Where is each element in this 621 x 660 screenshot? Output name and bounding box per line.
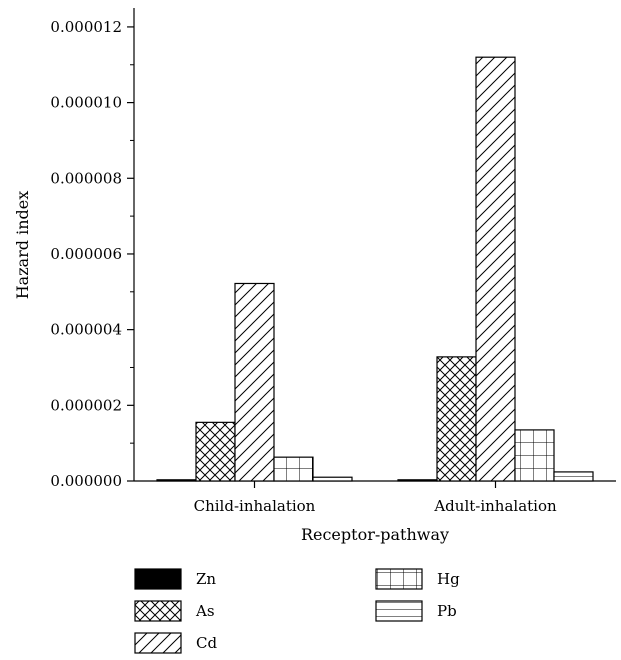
legend: Zn As Cd Hg Pb	[134, 568, 460, 654]
y-tick-label: 0.000004	[50, 321, 122, 339]
y-tick-label: 0.000008	[50, 169, 122, 187]
bar-zn	[397, 479, 438, 482]
bar-pb	[553, 471, 594, 482]
legend-label: Pb	[437, 602, 457, 620]
legend-item-zn: Zn	[134, 568, 216, 590]
legend-item-as: As	[134, 600, 215, 622]
y-ticks: 0.000000 0.000002 0.000004 0.000006 0.000008…	[50, 18, 134, 490]
bar-as	[195, 421, 236, 482]
legend-label: Hg	[437, 570, 460, 588]
y-axis-title: Hazard index	[13, 191, 32, 300]
legend-swatch	[134, 632, 182, 654]
legend-swatch	[134, 568, 182, 590]
bars	[156, 56, 594, 482]
bar-pb	[312, 476, 353, 482]
legend-swatch	[375, 600, 423, 622]
axes	[133, 8, 616, 482]
x-axis-title: Receptor-pathway	[301, 525, 449, 544]
legend-label: Zn	[196, 570, 216, 588]
legend-swatch	[134, 600, 182, 622]
bar-cd	[234, 282, 275, 482]
legend-swatch	[375, 568, 423, 590]
y-tick-label: 0.000012	[50, 18, 122, 36]
legend-item-cd: Cd	[134, 632, 217, 654]
legend-label: Cd	[196, 634, 217, 652]
bar-as	[436, 356, 477, 482]
x-ticks: Child-inhalation Adult-inhalation	[194, 481, 557, 515]
x-tick-label: Child-inhalation	[194, 497, 316, 515]
y-tick-label: 0.000010	[50, 94, 122, 112]
bar-hg	[514, 429, 555, 482]
bar-cd	[475, 56, 516, 482]
y-tick-label: 0.000002	[50, 396, 122, 414]
bar-zn	[156, 479, 197, 482]
legend-label: As	[195, 602, 215, 620]
legend-item-pb: Pb	[375, 600, 457, 622]
legend-item-hg: Hg	[375, 568, 460, 590]
y-tick-label: 0.000000	[50, 472, 122, 490]
x-tick-label: Adult-inhalation	[433, 497, 557, 515]
y-tick-label: 0.000006	[50, 245, 122, 263]
bar-hg	[273, 456, 314, 482]
